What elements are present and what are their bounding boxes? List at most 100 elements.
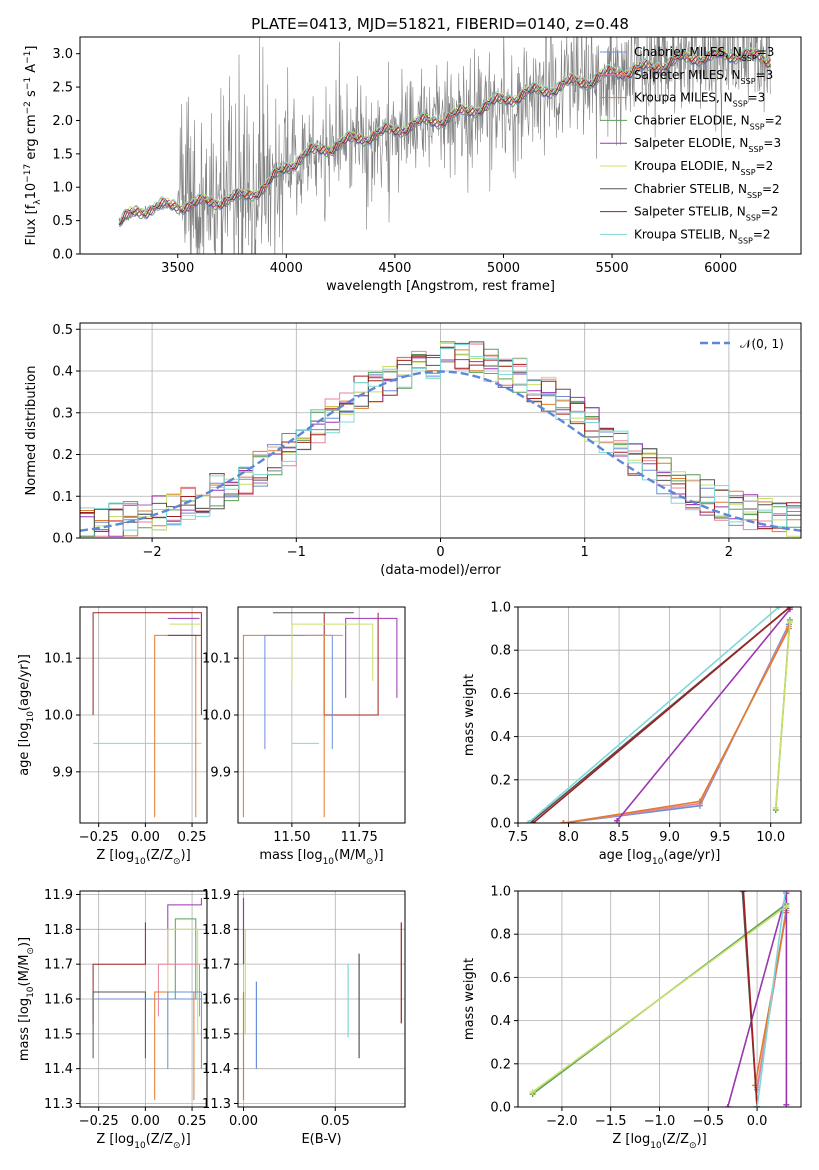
plot-area xyxy=(529,891,790,1107)
x-axis-label: Z [log10(Z/Z⊙)] xyxy=(96,848,190,867)
y-tick-label: 0.5 xyxy=(52,214,73,229)
x-axis-label: Z [log10(Z/Z⊙)] xyxy=(612,1132,706,1151)
y-tick-label: 10.0 xyxy=(44,709,73,724)
marker-salpeter-stelib xyxy=(740,891,747,894)
marker-kroupa-stelib xyxy=(775,607,782,610)
x-tick-label: −2.0 xyxy=(546,1114,578,1129)
x-tick-label: 0.0 xyxy=(747,1114,768,1129)
plot-area xyxy=(242,898,402,1100)
x-tick-label: 7.5 xyxy=(508,830,529,845)
y-tick-label: 0.3 xyxy=(52,406,73,421)
marker-kroupa-miles xyxy=(696,798,703,805)
x-tick-label: 5000 xyxy=(487,261,520,276)
x-tick-label: 3500 xyxy=(161,261,194,276)
range-salpeter-miles xyxy=(157,963,200,1017)
axes-frame xyxy=(237,890,406,1108)
x-tick-label: 8.5 xyxy=(609,830,630,845)
range-salpeter-elodie xyxy=(345,617,398,698)
marker-kroupa-elodie xyxy=(783,903,790,910)
legend-entry-salpeter-stelib: Salpeter STELIB, NSSP=2 xyxy=(634,205,778,223)
y-tick-label: 0.2 xyxy=(490,1057,511,1072)
y-tick-label: 0.4 xyxy=(490,730,511,745)
x-tick-label: −0.25 xyxy=(79,1114,119,1129)
y-tick-label: 9.9 xyxy=(210,765,231,780)
y-tick-label: 11.4 xyxy=(44,1062,73,1077)
y-tick-label: 11.5 xyxy=(202,1027,231,1042)
range-salpeter-stelib xyxy=(92,922,146,1024)
y-tick-label: 11.6 xyxy=(202,993,231,1008)
axes-frame xyxy=(79,36,802,255)
residuals-legend: 𝒩(0, 1) xyxy=(700,337,784,351)
x-tick-label: −1.0 xyxy=(644,1114,676,1129)
spectrum-model-salpeter-stelib xyxy=(118,48,771,226)
range-kroupa-miles xyxy=(154,634,197,818)
y-tick-label: 11.8 xyxy=(202,923,231,938)
axes-frame xyxy=(517,606,802,824)
y-axis-label: mass weight xyxy=(462,958,477,1040)
panel-age-vs-metallicity: −0.25 0.00 0.25 9.9 10.0 10.1 Z [log10(Z/Z⊙)] a… xyxy=(17,606,208,867)
range-chabrier-elodie xyxy=(174,918,197,999)
range-kroupa-elodie xyxy=(167,928,199,1034)
marker-kroupa-elodie xyxy=(786,619,793,626)
y-tick-label: 0.0 xyxy=(490,817,511,832)
y-axis-label: mass [log10(M/M⊙)] xyxy=(17,937,36,1061)
y-tick-label: 0.0 xyxy=(52,532,73,547)
x-axis-label: E(B-V) xyxy=(301,1132,341,1147)
series-kroupa-stelib xyxy=(756,891,787,1107)
marker-kroupa-stelib xyxy=(525,820,532,823)
y-tick-label: 2.0 xyxy=(52,114,73,129)
x-axis-label: mass [log10(M/M⊙)] xyxy=(259,848,383,867)
x-tick-label: 1 xyxy=(581,545,589,560)
legend-entry-chabrier-elodie: Chabrier ELODIE, NSSP=2 xyxy=(634,113,782,130)
range-kroupa-miles xyxy=(242,634,325,818)
marker-salpeter-stelib xyxy=(786,607,793,610)
legend-entry-chabrier-stelib: Chabrier STELIB, NSSP=2 xyxy=(634,182,780,200)
y-tick-label: 10.1 xyxy=(202,652,231,667)
legend-entry-kroupa-stelib: Kroupa STELIB, NSSP=2 xyxy=(634,227,771,245)
range-kroupa-elodie xyxy=(291,623,374,681)
y-tick-label: 11.9 xyxy=(202,888,231,903)
spectrum-data-line xyxy=(118,37,771,254)
series-kroupa-miles xyxy=(563,628,790,823)
x-tick-label: 8.0 xyxy=(558,830,579,845)
y-tick-label: 11.5 xyxy=(44,1027,73,1042)
x-tick-label: −2 xyxy=(143,545,162,560)
series-kroupa-elodie xyxy=(774,622,791,808)
histogram-kroupa-stelib xyxy=(80,344,801,538)
x-axis-label: age [log10(age/yr)] xyxy=(599,848,721,867)
y-tick-label: 0.1 xyxy=(52,490,73,505)
x-tick-label: 11.50 xyxy=(273,830,310,845)
x-tick-label: 11.75 xyxy=(341,830,378,845)
y-tick-label: 11.4 xyxy=(202,1062,231,1077)
y-tick-label: 11.7 xyxy=(202,958,231,973)
y-tick-label: 2.5 xyxy=(52,81,73,96)
x-tick-label: 0 xyxy=(436,545,444,560)
axes-frame xyxy=(79,322,802,539)
x-tick-label: 9.5 xyxy=(710,830,731,845)
plot-area xyxy=(92,612,202,818)
x-tick-label: 0.25 xyxy=(178,1114,207,1129)
range-chabrier-miles xyxy=(264,634,333,750)
legend-entry-chabrier-miles: Chabrier MILES, NSSP=3 xyxy=(634,45,774,63)
marker-kroupa-miles xyxy=(560,820,567,823)
y-tick-label: 0.0 xyxy=(490,1101,511,1116)
panel-spectrum: 3500 4000 4500 5000 5500 6000 0.0 0.5 1.0 1.5 2.0 2… xyxy=(23,36,802,294)
series-salpeter-elodie xyxy=(616,608,791,822)
x-tick-label: 0.25 xyxy=(178,830,207,845)
x-tick-label: −0.25 xyxy=(79,830,119,845)
panel-weight-vs-metallicity: −2.0 −1.5 −1.0 −0.5 0.0 0.0 0.2 0.4 0.6 0.8 1.0 Z [… xyxy=(462,885,802,1151)
y-tick-label: 11.8 xyxy=(44,923,73,938)
series-salpeter-stelib xyxy=(742,891,758,1107)
legend-entry-kroupa-miles: Kroupa MILES, NSSP=3 xyxy=(634,91,765,109)
y-tick-label: 0.2 xyxy=(490,773,511,788)
x-tick-label: 4500 xyxy=(378,261,411,276)
plot-area xyxy=(80,341,801,538)
legend-entry-salpeter-miles: Salpeter MILES, NSSP=3 xyxy=(634,68,773,86)
y-tick-label: 0.4 xyxy=(490,1014,511,1029)
x-tick-label: −1 xyxy=(287,545,306,560)
x-tick-label: −1.5 xyxy=(595,1114,627,1129)
axes-frame xyxy=(517,890,802,1108)
x-tick-label: 9.0 xyxy=(659,830,680,845)
y-tick-label: 0.6 xyxy=(490,687,511,702)
